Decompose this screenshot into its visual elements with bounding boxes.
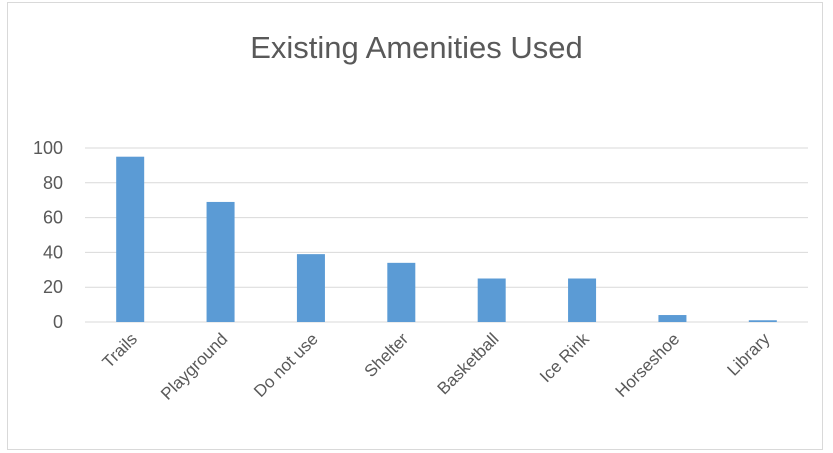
bar-basketball <box>477 278 506 322</box>
x-category-label: Ice Rink <box>536 329 593 386</box>
bar-horseshoe <box>658 315 687 322</box>
bar-shelter <box>387 262 416 322</box>
bar-trails <box>116 156 145 322</box>
gridlines <box>85 147 808 323</box>
bars <box>116 156 777 322</box>
x-category-label: Horseshoe <box>612 329 684 401</box>
bar-do-not-use <box>296 254 325 322</box>
bar-playground <box>206 201 235 322</box>
y-tick-label: 40 <box>43 242 63 262</box>
x-category-label: Trails <box>99 329 141 371</box>
x-axis-labels: Trails Playground Do not use Shelter Basketb… <box>99 329 774 404</box>
x-category-label: Library <box>723 329 774 380</box>
x-category-label: Shelter <box>361 329 413 381</box>
y-tick-label: 20 <box>43 277 63 297</box>
y-tick-label: 0 <box>53 312 63 332</box>
y-tick-label: 100 <box>33 138 63 158</box>
x-category-label: Basketball <box>434 329 503 398</box>
bar-ice-rink <box>568 278 597 322</box>
chart-title: Existing Amenities Used <box>250 30 583 65</box>
y-tick-label: 60 <box>43 208 63 228</box>
x-category-label: Playground <box>157 329 231 403</box>
x-category-label: Do not use <box>250 329 322 401</box>
bar-library <box>748 320 777 322</box>
y-tick-label: 80 <box>43 173 63 193</box>
y-axis-ticks: 0 20 40 60 80 100 <box>33 138 63 332</box>
